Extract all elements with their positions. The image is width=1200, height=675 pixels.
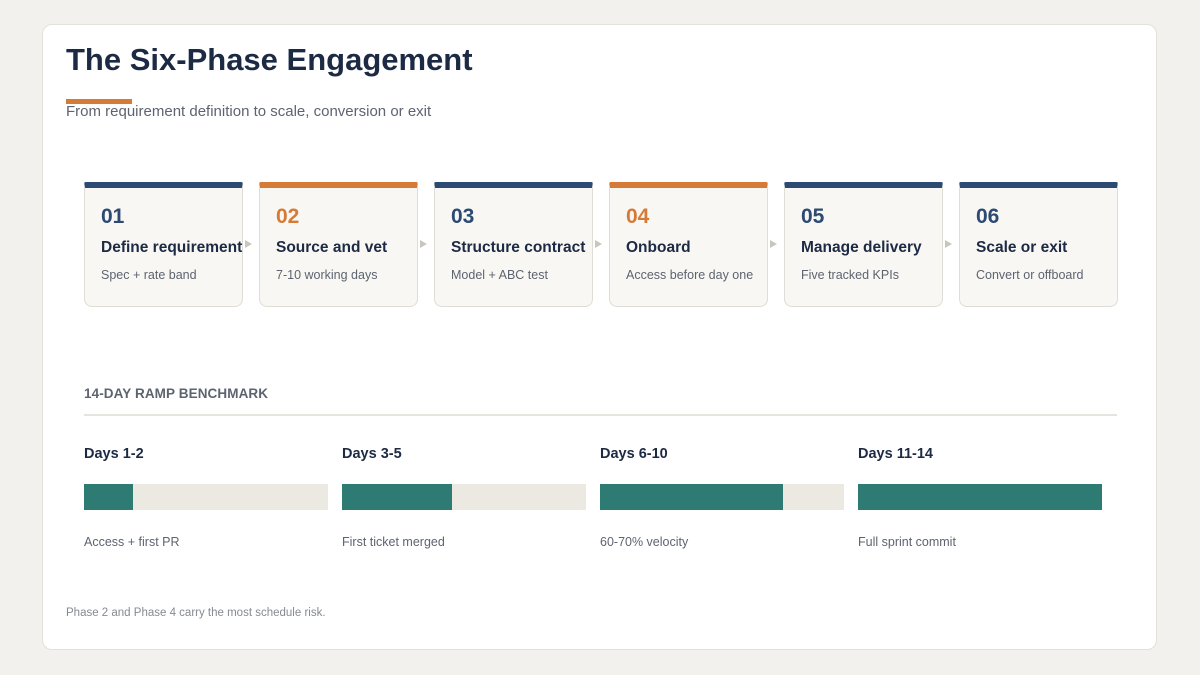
phase-description: 7-10 working days [276,268,378,282]
ramp-stage-3: Days 6-10 60-70% velocity [600,446,844,556]
slide-card [42,24,1157,650]
phase-name: Define requirement [101,239,243,256]
ramp-progress-fill [600,484,783,510]
ramp-stage-4: Days 11-14 Full sprint commit [858,446,1102,556]
arrow-right-icon [945,240,952,248]
ramp-progress-track [342,484,586,510]
phase-number: 02 [276,205,300,228]
ramp-progress-fill [84,484,133,510]
ramp-stage-note: Full sprint commit [858,535,956,549]
ramp-progress-fill [342,484,452,510]
ramp-stage-label: Days 3-5 [342,446,402,462]
ramp-stage-label: Days 1-2 [84,446,144,462]
ramp-progress-track [600,484,844,510]
phase-number: 03 [451,205,475,228]
ramp-heading: 14-DAY RAMP BENCHMARK [84,386,269,401]
phase-description: Model + ABC test [451,268,548,282]
phase-card-03: 03 Structure contract Model + ABC test [434,182,593,307]
ramp-stage-note: 60-70% velocity [600,535,689,549]
ramp-stage-label: Days 11-14 [858,446,933,462]
ramp-stage-2: Days 3-5 First ticket merged [342,446,586,556]
phase-card-01: 01 Define requirement Spec + rate band [84,182,243,307]
phase-card-06: 06 Scale or exit Convert or offboard [959,182,1118,307]
arrow-right-icon [770,240,777,248]
ramp-progress-track [84,484,328,510]
phase-name: Scale or exit [976,239,1068,256]
ramp-progress-fill [858,484,1102,510]
phase-description: Access before day one [626,268,754,282]
ramp-divider [84,414,1117,416]
phase-name: Structure contract [451,239,586,256]
phase-name: Source and vet [276,239,388,256]
phase-description: Five tracked KPIs [801,268,899,282]
phase-name: Manage delivery [801,239,922,256]
phase-card-04: 04 Onboard Access before day one [609,182,768,307]
ramp-stage-1: Days 1-2 Access + first PR [84,446,328,556]
phase-description: Convert or offboard [976,268,1084,282]
phase-name: Onboard [626,239,691,256]
phase-number: 04 [626,205,650,228]
phase-number: 05 [801,205,825,228]
phase-card-02: 02 Source and vet 7-10 working days [259,182,418,307]
page-title: The Six-Phase Engagement [66,42,473,77]
phase-card-05: 05 Manage delivery Five tracked KPIs [784,182,943,307]
page-subtitle: From requirement definition to scale, co… [66,103,432,120]
phase-description: Spec + rate band [101,268,197,282]
ramp-progress-track [858,484,1102,510]
ramp-stage-label: Days 6-10 [600,446,668,462]
phase-number: 06 [976,205,1000,228]
arrow-right-icon [245,240,252,248]
arrow-right-icon [595,240,602,248]
title-accent-bar [66,99,132,104]
ramp-stage-note: First ticket merged [342,535,445,549]
footnote: Phase 2 and Phase 4 carry the most sched… [66,607,326,619]
phase-number: 01 [101,205,125,228]
ramp-stage-note: Access + first PR [84,535,180,549]
arrow-right-icon [420,240,427,248]
